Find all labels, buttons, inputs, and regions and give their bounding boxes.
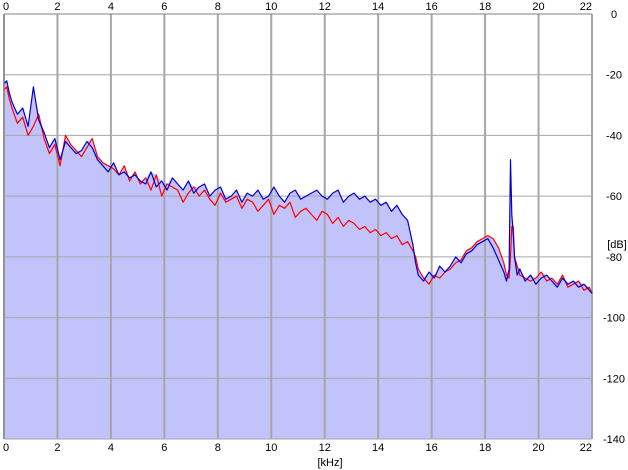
y-tick-labels: 0 -20 -40 -60 -80 -100 -120 -140 (603, 9, 625, 446)
x-tick-label-bottom: 12 (319, 442, 331, 454)
x-tick-label-bottom: 22 (580, 442, 592, 454)
x-tick-label-top: 8 (215, 1, 221, 13)
x-tick-label-top: 14 (372, 1, 384, 13)
x-tick-label-bottom: 14 (372, 442, 384, 454)
grid (3, 13, 593, 440)
x-tick-label-top: 2 (54, 1, 60, 13)
y-tick-label: -40 (606, 130, 622, 142)
x-tick-label-top: 12 (319, 1, 331, 13)
y-tick-label: -80 (606, 252, 622, 264)
y-tick-label: -100 (603, 313, 625, 325)
spectrum-fill-area (4, 80, 592, 440)
x-tick-label-bottom: 10 (265, 442, 277, 454)
x-tick-label-bottom: 2 (54, 442, 60, 454)
x-tick-label-top: 16 (426, 1, 438, 13)
x-tick-label-top: 4 (108, 1, 114, 13)
series-line-left (3, 86, 593, 294)
y-tick-label: -20 (606, 70, 622, 82)
x-axis-label: [kHz] (317, 457, 342, 469)
x-tick-label-top: 10 (265, 1, 277, 13)
x-tick-label-top: 0 (3, 1, 9, 13)
y-tick-label: -120 (603, 373, 625, 385)
x-tick-label-top: 18 (479, 1, 491, 13)
x-tick-label-bottom: 16 (426, 442, 438, 454)
y-axis-label: [dB] (607, 239, 627, 251)
y-tick-label: 0 (611, 9, 617, 21)
x-tick-label-bottom: 6 (161, 442, 167, 454)
y-tick-label: -60 (606, 191, 622, 203)
x-tick-label-top: 20 (532, 1, 544, 13)
x-tick-label-bottom: 18 (479, 442, 491, 454)
x-tick-label-bottom: 8 (215, 442, 221, 454)
series-line-right (3, 80, 593, 294)
x-tick-label-bottom: 20 (532, 442, 544, 454)
x-tick-label-top: 22 (580, 1, 592, 13)
series-lines (3, 80, 593, 294)
x-tick-label-top: 6 (161, 1, 167, 13)
x-tick-label-bottom: 0 (3, 442, 9, 454)
x-tick-label-bottom: 4 (108, 442, 114, 454)
y-tick-label: -140 (603, 434, 625, 446)
